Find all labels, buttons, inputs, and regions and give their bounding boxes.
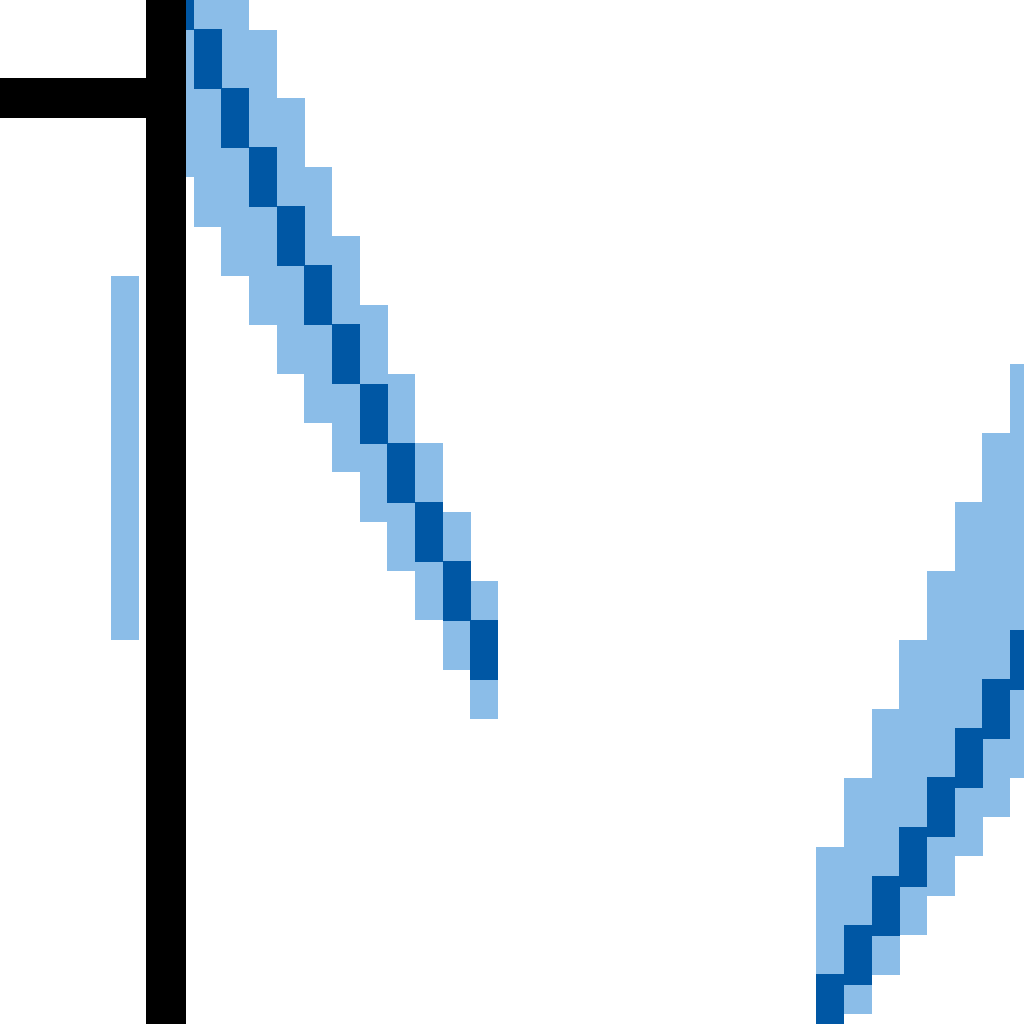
- band-strip-left: [111, 276, 139, 640]
- line-segment-left-3: [249, 147, 277, 207]
- band-segment-right-6: [982, 433, 1010, 817]
- line-segment-left-9: [415, 502, 443, 562]
- confidence-bands: [111, 0, 1024, 1024]
- line-segment-left-8: [387, 443, 415, 503]
- line-segment-left-2: [221, 88, 249, 148]
- band-segment-right-4: [927, 571, 955, 896]
- y-axis-line: [146, 0, 186, 1024]
- line-segment-left-5: [304, 265, 332, 325]
- band-segment-right-7: [1010, 364, 1024, 778]
- line-segment-left-7: [360, 384, 388, 444]
- line-segment-left-6: [332, 324, 360, 384]
- line-segment-right-5: [955, 728, 983, 788]
- line-segment-left-4: [277, 206, 305, 266]
- line-segment-right-3: [899, 827, 927, 887]
- y-axis: [0, 0, 186, 1024]
- line-segment-left-11: [470, 620, 498, 680]
- line-segment-right-6: [982, 679, 1010, 739]
- line-segment-right-4: [927, 777, 955, 837]
- series-lines: [166, 0, 1024, 1024]
- band-segment-right-3: [899, 640, 927, 935]
- line-segment-right-7: [1010, 630, 1024, 690]
- line-segment-left-10: [443, 561, 471, 621]
- line-segment-right-0: [816, 974, 844, 1024]
- y-axis-tick-0: [0, 78, 166, 118]
- line-segment-right-2: [872, 876, 900, 936]
- line-segment-right-1: [844, 925, 872, 985]
- band-segment-right-5: [955, 502, 983, 856]
- line-segment-left-1: [194, 29, 222, 89]
